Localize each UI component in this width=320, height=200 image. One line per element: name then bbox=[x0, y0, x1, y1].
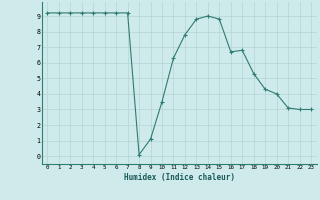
X-axis label: Humidex (Indice chaleur): Humidex (Indice chaleur) bbox=[124, 173, 235, 182]
